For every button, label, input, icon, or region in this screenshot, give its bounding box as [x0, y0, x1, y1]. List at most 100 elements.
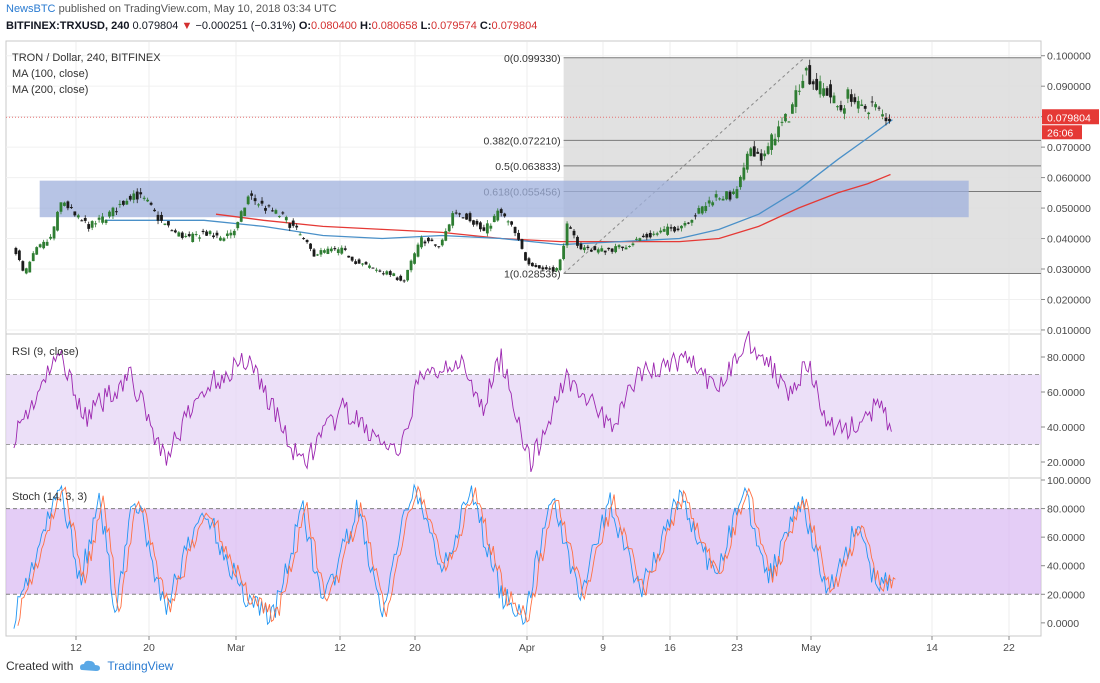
- candle-body: [101, 216, 104, 223]
- candle-body: [704, 205, 708, 212]
- candle-body: [551, 267, 555, 272]
- symbol-label: BITFINEX:TRXUSD, 240: [6, 20, 130, 32]
- rsi-tick-label: 60.0000: [1047, 387, 1085, 399]
- candle-body: [288, 223, 292, 228]
- candle-body: [212, 235, 215, 238]
- close-label: C:: [479, 20, 492, 32]
- candle-body: [38, 244, 42, 248]
- footer: Created with TradingView: [6, 659, 173, 673]
- candle-body: [600, 248, 604, 252]
- candle-body: [884, 117, 888, 122]
- candle-body: [742, 167, 746, 180]
- candle-body: [135, 191, 139, 200]
- candle-body: [794, 90, 798, 107]
- high-value: 0.080658: [371, 20, 418, 32]
- candle-body: [440, 239, 444, 246]
- candle-body: [815, 78, 819, 90]
- candle-body: [867, 112, 871, 115]
- candle-body: [347, 255, 351, 258]
- candle-body: [863, 105, 867, 109]
- plot-frame: [5, 40, 1042, 637]
- candle-body: [687, 222, 690, 224]
- close-value: 0.079804: [491, 20, 538, 32]
- open-label: O:: [298, 20, 312, 32]
- candle-body: [714, 194, 718, 198]
- candle-body: [31, 253, 35, 262]
- tradingview-cloud-icon: [80, 660, 101, 671]
- candle-body: [121, 200, 125, 205]
- chart-area[interactable]: 0(0.099330) 0.382(0.072210) 0.5(0.063833) 0…: [0, 40, 1100, 655]
- publisher-name[interactable]: NewsBTC: [6, 3, 56, 15]
- candle-body: [527, 258, 531, 265]
- candle-body: [468, 213, 472, 222]
- candle-body: [860, 104, 864, 107]
- candle-body: [108, 211, 111, 217]
- candle-body: [378, 270, 382, 272]
- stoch-tick-label: 80.0000: [1047, 504, 1085, 516]
- candle-body: [205, 231, 208, 236]
- candle-body: [302, 238, 306, 240]
- candle-body: [284, 217, 288, 221]
- candle-body: [770, 134, 774, 150]
- candle-body: [818, 81, 822, 95]
- candle-body: [52, 226, 56, 239]
- candle-body: [659, 230, 663, 233]
- countdown-badge-text: 26:06: [1047, 127, 1073, 139]
- candle-body: [316, 254, 319, 256]
- candle-body: [676, 228, 680, 231]
- candle-body: [326, 248, 330, 255]
- candle-body: [756, 151, 760, 154]
- candle-body: [361, 263, 364, 265]
- candle-body: [42, 241, 46, 249]
- rsi-legend: RSI (9, close): [12, 346, 79, 358]
- last-price-badge: [1042, 109, 1099, 125]
- candle-body: [610, 248, 614, 252]
- candle-body: [832, 95, 836, 104]
- candle-body: [589, 249, 593, 252]
- candle-body: [177, 232, 181, 237]
- candle-body: [17, 250, 21, 261]
- candle-body: [24, 268, 28, 274]
- low-value: 0.079574: [430, 20, 477, 32]
- candle-body: [870, 101, 874, 103]
- candle-body: [496, 210, 500, 221]
- candle-body: [881, 114, 884, 117]
- candle-body: [260, 200, 264, 204]
- stoch-tick-label: 40.0000: [1047, 561, 1085, 573]
- fib-level-label: 0.5(0.063833): [495, 161, 560, 173]
- candle-body: [666, 226, 670, 235]
- candle-body: [371, 267, 375, 269]
- candle-body: [586, 246, 590, 249]
- tradingview-link[interactable]: TradingView: [107, 659, 174, 673]
- candle-body: [56, 211, 59, 231]
- candle-body: [531, 262, 534, 267]
- candle-body: [388, 271, 392, 275]
- candle-body: [142, 197, 146, 199]
- candle-body: [187, 234, 191, 237]
- candle-body: [274, 210, 278, 214]
- candle-body: [243, 207, 247, 217]
- candle-body: [541, 267, 545, 270]
- stoch-legend: Stoch (14, 3, 3): [12, 491, 87, 503]
- candle-body: [562, 245, 566, 260]
- rsi-tick-label: 20.0000: [1047, 457, 1085, 469]
- price-tick-label: 0.100000: [1047, 51, 1091, 63]
- last-price-badge-text: 0.079804: [1047, 112, 1091, 124]
- candle-body: [104, 220, 108, 223]
- candle-body: [732, 191, 735, 194]
- candle-body: [281, 212, 285, 214]
- candle-body: [593, 246, 597, 251]
- candle-body: [423, 241, 427, 244]
- time-tick-label: 23: [731, 642, 743, 654]
- candle-body: [624, 247, 628, 250]
- candle-body: [128, 195, 132, 200]
- candle-body: [572, 230, 576, 236]
- candle-body: [125, 200, 129, 205]
- candle-body: [191, 233, 195, 243]
- candle-body: [853, 97, 857, 103]
- ma100-legend: MA (100, close): [12, 68, 88, 80]
- candle-body: [461, 217, 465, 219]
- candle-body: [433, 244, 437, 246]
- time-tick-label: 20: [143, 642, 155, 654]
- candle-body: [849, 94, 853, 102]
